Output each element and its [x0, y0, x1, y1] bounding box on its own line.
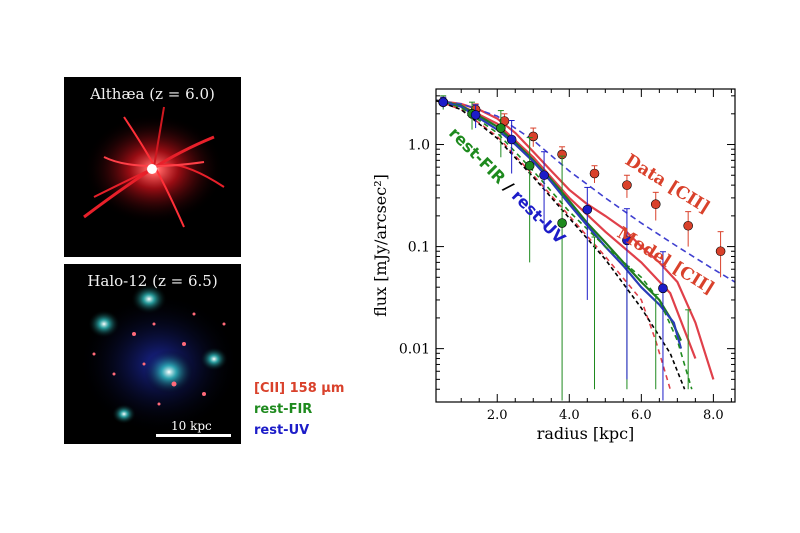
x-tick-label: 2.0	[487, 408, 508, 423]
y-tick-label: 0.01	[399, 342, 430, 358]
halo12-image	[64, 264, 241, 444]
data-point	[524, 160, 535, 171]
data-point	[715, 246, 726, 257]
data-point	[582, 204, 593, 215]
scalebar-label: 10 kpc	[171, 419, 212, 433]
data-point	[496, 123, 506, 133]
series-line-6	[436, 99, 671, 390]
data-point	[528, 131, 539, 142]
data-point	[658, 283, 668, 294]
y-tick-label: 0.1	[408, 240, 430, 256]
legend-rest-fir: rest-FIR	[254, 402, 313, 417]
y-tick-label: 1.0	[408, 138, 430, 154]
althaea-title: Althæa (z = 6.0)	[90, 85, 215, 103]
data-point	[622, 235, 632, 246]
data-point	[589, 168, 600, 179]
data-point	[438, 97, 449, 107]
annotation-firuv: rest-FIR / rest-UV	[445, 123, 570, 248]
halo12-title: Halo-12 (z = 6.5)	[87, 272, 218, 290]
data-point	[470, 110, 481, 120]
althaea-image	[64, 77, 241, 257]
data-point	[557, 218, 567, 228]
x-tick-label: 6.0	[631, 408, 652, 423]
althaea-panel: Althæa (z = 6.0)	[64, 77, 241, 257]
x-axis-label: radius [kpc]	[537, 424, 635, 443]
plot-frame	[435, 88, 736, 403]
legend-rest-uv: rest-UV	[254, 423, 310, 438]
legend-cii: [CII] 158 μm	[254, 381, 345, 396]
annotation-data-cii: Data [CII]	[621, 150, 713, 218]
data-point	[539, 170, 549, 181]
series-line-7	[436, 99, 686, 390]
data-point	[650, 199, 661, 210]
x-tick-label: 8.0	[703, 408, 724, 423]
y-axis-label: flux [mJy/arcsec²]	[371, 174, 390, 317]
x-tick-label: 4.0	[559, 408, 580, 423]
scalebar	[156, 434, 231, 437]
series-line-0	[436, 99, 715, 380]
data-point	[506, 134, 517, 145]
data-point	[683, 220, 693, 231]
data-point	[622, 180, 632, 190]
annotation-part: rest-UV	[508, 186, 570, 248]
halo12-panel: Halo-12 (z = 6.5) 10 kpc	[64, 264, 241, 444]
